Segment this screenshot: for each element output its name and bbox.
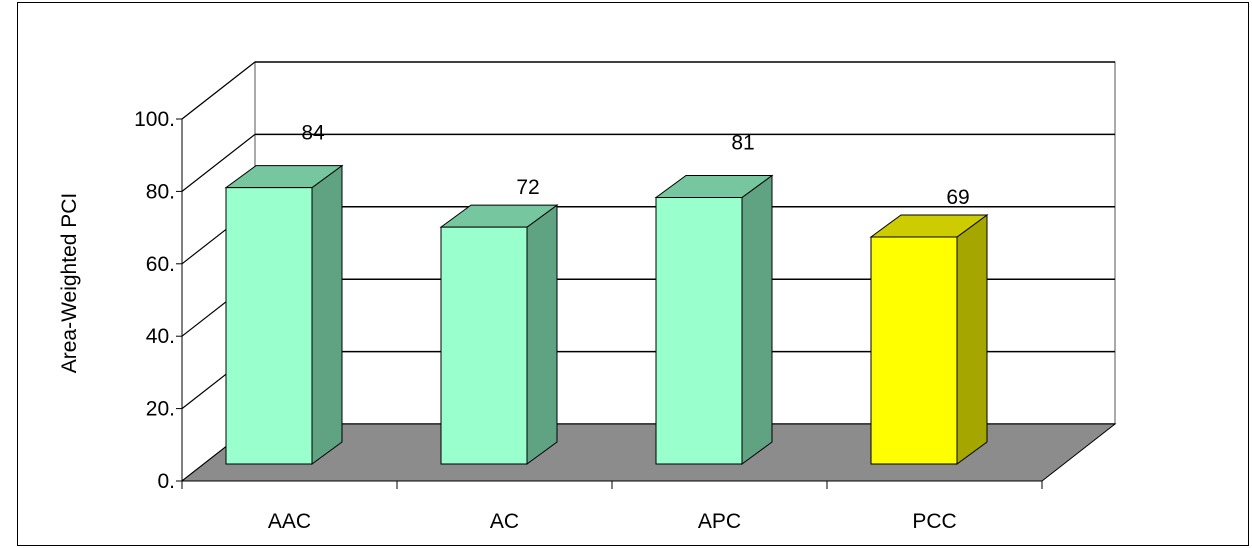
gridline-diagonal bbox=[181, 133, 256, 192]
bar-side bbox=[741, 174, 773, 465]
x-axis: AAC AC APC PCC bbox=[181, 480, 1043, 533]
data-labels: 84 72 81 69 bbox=[301, 122, 969, 209]
data-label: 69 bbox=[946, 186, 969, 209]
y-tick-label: 40. bbox=[146, 325, 175, 348]
y-axis: 0. 20. 40. 60. 80. 100. bbox=[134, 108, 183, 493]
bar bbox=[224, 164, 344, 465]
y-axis-label: Area-Weighted PCI bbox=[58, 193, 81, 374]
y-tick-label: 100. bbox=[134, 108, 175, 131]
x-tick-label: AAC bbox=[268, 510, 311, 533]
bars bbox=[224, 164, 989, 465]
bar-face bbox=[655, 197, 743, 465]
bar-face bbox=[440, 226, 528, 465]
y-tick-label: 60. bbox=[146, 253, 175, 276]
bar-side bbox=[311, 164, 343, 465]
x-tick-label: AC bbox=[490, 510, 519, 533]
bar bbox=[654, 174, 774, 465]
bar-face bbox=[225, 187, 313, 465]
y-tick-label: 0. bbox=[157, 470, 175, 493]
y-tick-label: 20. bbox=[146, 398, 175, 421]
bar bbox=[439, 204, 559, 465]
bar bbox=[869, 214, 989, 465]
x-tick-label: APC bbox=[698, 510, 741, 533]
data-label: 72 bbox=[516, 176, 539, 199]
gridline-diagonal bbox=[181, 61, 256, 120]
y-tick-label: 80. bbox=[146, 180, 175, 203]
data-label: 81 bbox=[731, 132, 754, 155]
bar-face bbox=[870, 236, 958, 465]
bar-side bbox=[526, 204, 558, 465]
x-tick-label: PCC bbox=[912, 510, 956, 533]
data-label: 84 bbox=[301, 122, 325, 145]
bar-side bbox=[956, 214, 988, 465]
